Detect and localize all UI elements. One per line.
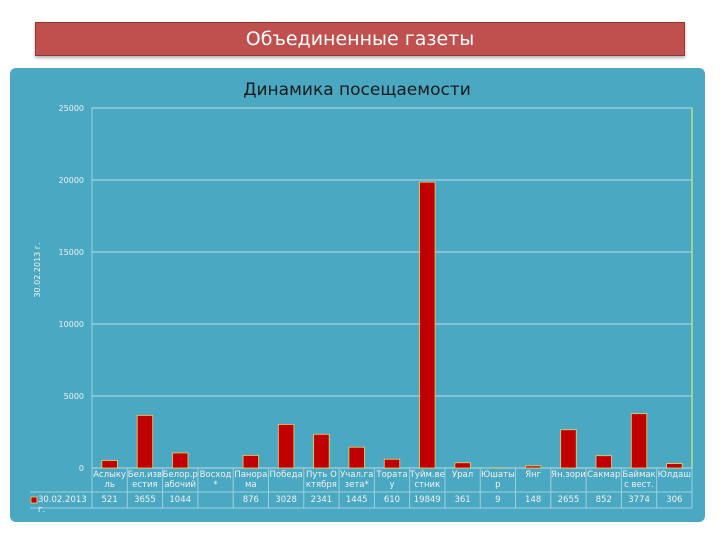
bar <box>101 460 118 469</box>
chart-panel <box>10 68 705 522</box>
x-tick-label: Туйм.вестник <box>409 470 445 490</box>
y-tick-label: 25000 <box>59 104 84 113</box>
x-tick-label: Торатау <box>376 470 408 490</box>
bar <box>277 423 295 469</box>
x-tick-label: Баймакс вест. <box>622 470 656 490</box>
bar <box>560 429 577 469</box>
bar <box>454 462 471 469</box>
bar <box>348 446 365 469</box>
x-tick-label: Урал <box>451 470 474 480</box>
x-tick-label: Янг <box>525 470 542 480</box>
x-tick-label: Путь Октября <box>305 470 337 490</box>
bar <box>313 433 330 469</box>
y-tick-label: 20000 <box>59 176 84 185</box>
bar <box>595 455 612 469</box>
value-cell: 876 <box>242 495 259 505</box>
chart-title: Динамика посещаемости <box>243 80 471 100</box>
plot-area <box>91 107 693 469</box>
y-tick-label: 5000 <box>64 392 84 401</box>
bar <box>242 454 259 469</box>
value-cell: 2655 <box>557 495 580 505</box>
legend-swatch <box>30 496 38 504</box>
value-cell: 19849 <box>413 495 441 505</box>
x-tick-label: Юшатыр <box>480 470 515 490</box>
bar <box>666 463 683 469</box>
value-cell: 2341 <box>310 495 333 505</box>
x-tick-label: Бел.известия <box>127 470 163 490</box>
x-tick-label: Учал.газета* <box>340 470 374 490</box>
x-tick-label: Сакмар <box>587 470 621 480</box>
y-axis-label: 30.02.2013 г. <box>33 242 42 297</box>
bar <box>419 181 436 469</box>
value-cell: 3655 <box>134 495 156 505</box>
bar <box>172 452 189 469</box>
value-cell: 3028 <box>275 495 297 505</box>
x-tick-label: Ян.зори <box>551 470 586 480</box>
bar <box>136 414 154 469</box>
bar <box>383 458 401 469</box>
value-cell: 521 <box>101 495 118 505</box>
header-title: Объединенные газеты <box>35 22 685 56</box>
bar <box>525 465 542 469</box>
x-tick-label: Восход* <box>199 470 232 490</box>
value-cell: 610 <box>383 495 401 505</box>
legend-label: 30.02.2013 г. <box>38 495 87 515</box>
value-cell: 361 <box>454 495 471 505</box>
y-tick-label: 10000 <box>59 320 84 329</box>
value-cell: 3774 <box>628 495 650 505</box>
y-tick-label: 15000 <box>59 248 84 257</box>
value-cell: 148 <box>525 495 542 505</box>
value-cell: 1044 <box>169 495 192 505</box>
y-tick-label: 0 <box>79 464 84 473</box>
x-tick-label: Победа <box>269 470 303 480</box>
value-cell: 1445 <box>345 495 368 505</box>
x-tick-label: Белор.рабочий <box>162 470 198 490</box>
x-tick-label: Аслыкуль <box>93 470 127 490</box>
bar <box>630 413 648 469</box>
x-tick-label: Юлдаш <box>657 470 692 480</box>
value-cell: 852 <box>595 495 612 505</box>
value-cell: 306 <box>666 495 683 505</box>
x-tick-label: Панорама <box>234 470 268 490</box>
value-cell: 9 <box>495 495 501 505</box>
